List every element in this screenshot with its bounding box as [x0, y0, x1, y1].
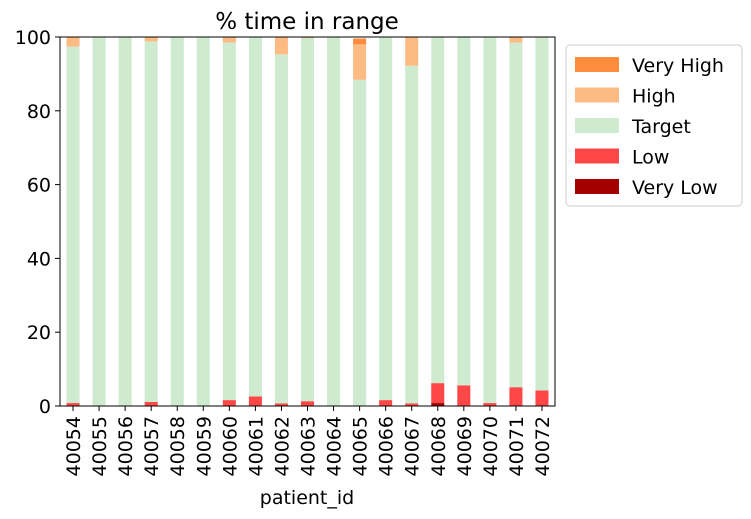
- x-tick-label: 40068: [428, 416, 450, 476]
- bar-40054-target: [66, 46, 80, 404]
- x-tick-label: 40060: [219, 416, 241, 476]
- legend-label-very-low: Very Low: [632, 177, 718, 199]
- bar-40069-target: [457, 37, 471, 386]
- bar-40067-target: [405, 65, 419, 404]
- bar-40063-low: [300, 401, 315, 406]
- y-tick-label: 60: [27, 175, 51, 197]
- bar-40065-high: [353, 44, 367, 80]
- bar-40067-low: [405, 403, 419, 406]
- bar-40066-low: [379, 400, 393, 406]
- chart-title: % time in range: [215, 9, 399, 35]
- bar-40061-target: [248, 37, 262, 397]
- bar-40072-low: [535, 390, 549, 406]
- bar-40057-low: [144, 401, 158, 406]
- bar-40070-target: [483, 37, 497, 404]
- x-tick-label: 40061: [245, 416, 267, 476]
- x-tick-label: 40072: [532, 416, 554, 476]
- bar-40071-high: [509, 37, 523, 43]
- bar-40061-low: [248, 396, 262, 406]
- y-tick-label: 0: [39, 396, 51, 418]
- bar-40067-high: [405, 37, 419, 66]
- x-tick-label: 40055: [89, 416, 111, 476]
- x-tick-label: 40069: [454, 416, 476, 476]
- y-tick-label: 20: [27, 322, 51, 344]
- x-tick-label: 40070: [480, 416, 502, 476]
- legend-swatch-low: [575, 148, 619, 164]
- bar-40055-target: [92, 37, 106, 406]
- bar-40062-target: [274, 54, 288, 404]
- bar-40063-high: [300, 37, 315, 39]
- bar-40070-low: [483, 403, 497, 406]
- bar-40060-high: [222, 37, 236, 43]
- x-tick-label: 40057: [141, 416, 163, 476]
- bar-40054-low: [66, 403, 80, 406]
- legend-label-target: Target: [631, 116, 691, 138]
- bar-40064-target: [327, 37, 341, 406]
- x-tick-label: 40056: [115, 416, 137, 476]
- bar-40068-target: [431, 37, 445, 384]
- legend-swatch-very-low: [575, 179, 619, 194]
- legend-label-low: Low: [632, 147, 669, 169]
- legend-box: [565, 44, 743, 207]
- bar-40054-high: [66, 37, 80, 47]
- bar-40060-target: [222, 42, 236, 401]
- bar-40072-target: [535, 37, 549, 391]
- x-tick-label: 40059: [193, 416, 215, 476]
- bar-40068-very-low: [431, 403, 445, 406]
- legend-swatch-high: [575, 87, 619, 103]
- y-tick-label: 80: [27, 101, 51, 123]
- bar-40065-target: [353, 79, 367, 406]
- x-tick-label: 40063: [298, 416, 320, 476]
- x-tick-label: 40064: [324, 416, 346, 476]
- y-tick-label: 100: [15, 27, 51, 49]
- legend-label-high: High: [632, 86, 676, 108]
- bar-40063-target: [300, 38, 315, 402]
- bar-40062-low: [274, 403, 288, 406]
- bar-40059-target: [196, 37, 210, 406]
- bar-40060-low: [222, 400, 236, 406]
- x-axis: 40054 40055 40056 40057 40058 40059 40060 40061…: [63, 406, 554, 476]
- legend-label-very-high: Very High: [632, 55, 724, 77]
- bar-40062-high: [274, 37, 288, 55]
- x-tick-label: 40071: [506, 416, 528, 476]
- x-axis-label: patient_id: [260, 487, 354, 509]
- x-tick-label: 40058: [167, 416, 189, 476]
- bar-40065-very-high: [353, 38, 367, 45]
- bar-40069-low: [457, 385, 471, 406]
- bar-40071-low: [509, 387, 523, 406]
- legend-swatch-very-high: [575, 57, 619, 72]
- bars-group: [66, 37, 549, 406]
- bar-40066-target: [379, 37, 393, 401]
- bar-40058-target: [170, 37, 184, 406]
- bar-40056-target: [118, 37, 132, 406]
- legend-swatch-target: [575, 118, 619, 133]
- x-tick-label: 40062: [271, 416, 293, 476]
- bar-40057-target: [144, 41, 158, 402]
- y-axis: 0 20 40 60 80 100: [15, 27, 60, 418]
- plot-frame: [59, 36, 556, 407]
- legend: Very High High Target Low Very Low: [565, 44, 743, 207]
- x-tick-label: 40067: [402, 416, 424, 476]
- x-tick-label: 40054: [63, 416, 85, 476]
- x-tick-label: 40066: [376, 416, 398, 476]
- bar-40057-high: [144, 37, 158, 42]
- bar-40068-low: [431, 383, 445, 404]
- bar-40071-target: [509, 42, 523, 388]
- x-tick-label: 40065: [350, 416, 372, 476]
- y-tick-label: 40: [27, 248, 51, 270]
